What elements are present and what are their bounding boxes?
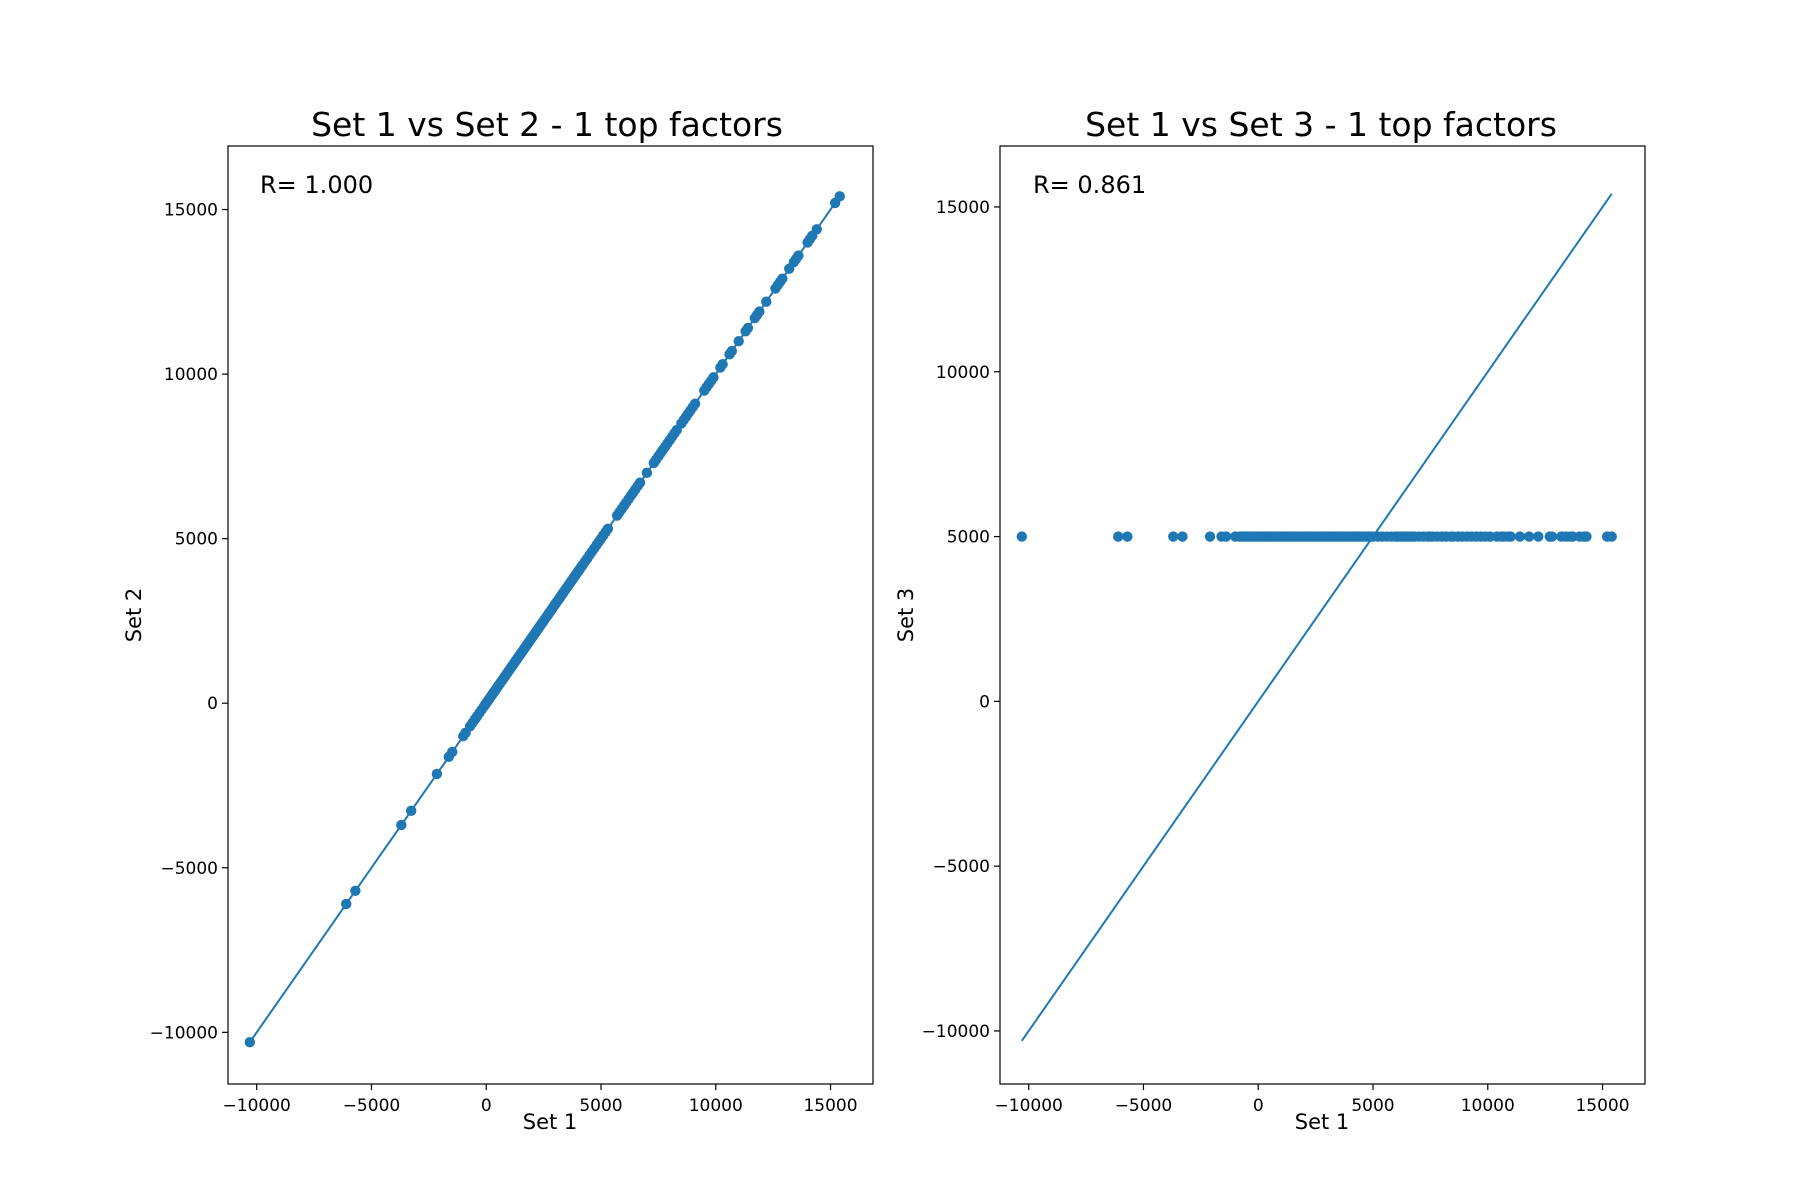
left-r-annotation: R= 1.000 bbox=[260, 171, 373, 199]
right-data-point bbox=[1606, 531, 1617, 542]
right-data-point bbox=[1546, 531, 1558, 542]
right-y-tick-label: 10000 bbox=[936, 363, 990, 383]
right-y-tick-label: 0 bbox=[979, 692, 990, 712]
right-data-point bbox=[1505, 531, 1516, 542]
right-data-point bbox=[1122, 531, 1133, 542]
right-x-tick-label: 5000 bbox=[1351, 1096, 1394, 1116]
right-data-point bbox=[1514, 531, 1526, 542]
left-y-tick-label: −5000 bbox=[160, 859, 218, 879]
left-plot-area bbox=[244, 191, 845, 1048]
left-x-tick-label: 10000 bbox=[689, 1096, 743, 1116]
right-chart-title: Set 1 vs Set 3 - 1 top factors bbox=[1085, 105, 1557, 144]
left-y-tick-label: 5000 bbox=[175, 530, 218, 550]
left-y-tick-label: −10000 bbox=[150, 1023, 218, 1043]
left-scatter-panel: Set 1 vs Set 2 - 1 top factors R= 1.000 … bbox=[122, 105, 874, 1134]
left-axis-ticks: −10000 −5000 0 5000 10000 15000 −10000 −5000 0 50… bbox=[150, 201, 858, 1116]
right-axes-frame bbox=[999, 145, 1646, 1085]
left-chart-title: Set 1 vs Set 2 - 1 top factors bbox=[311, 105, 783, 144]
left-data-point bbox=[717, 359, 728, 370]
left-data-point bbox=[350, 885, 361, 896]
right-data-point bbox=[1016, 531, 1028, 542]
left-data-point bbox=[602, 523, 614, 534]
left-y-tick-label: 15000 bbox=[164, 201, 218, 221]
right-y-tick-label: 5000 bbox=[947, 528, 990, 548]
right-y-axis-label: Set 3 bbox=[894, 588, 918, 643]
right-data-point bbox=[1523, 531, 1535, 542]
left-data-point bbox=[447, 746, 458, 758]
left-x-tick-label: 15000 bbox=[803, 1096, 857, 1116]
right-data-point bbox=[1533, 531, 1544, 542]
left-x-tick-label: −5000 bbox=[343, 1096, 401, 1116]
right-x-tick-label: 0 bbox=[1253, 1096, 1264, 1116]
left-data-point bbox=[777, 273, 788, 284]
right-r-annotation: R= 0.861 bbox=[1033, 171, 1146, 199]
right-data-point bbox=[1168, 531, 1179, 542]
left-data-point bbox=[754, 306, 765, 317]
left-data-point bbox=[733, 335, 744, 347]
right-x-tick-label: −10000 bbox=[995, 1096, 1063, 1116]
left-data-point bbox=[634, 477, 646, 488]
left-x-axis-label: Set 1 bbox=[523, 1110, 578, 1134]
left-data-point bbox=[834, 191, 845, 202]
left-x-tick-label: 5000 bbox=[579, 1096, 622, 1116]
right-data-point bbox=[1177, 531, 1188, 542]
left-data-point bbox=[431, 768, 443, 780]
left-x-tick-label: 0 bbox=[481, 1096, 492, 1116]
left-x-tick-label: −10000 bbox=[223, 1096, 291, 1116]
left-y-tick-label: 0 bbox=[207, 694, 218, 714]
left-data-point bbox=[742, 322, 754, 334]
left-data-point bbox=[761, 296, 772, 307]
right-scatter-panel: Set 1 vs Set 3 - 1 top factors R= 0.861 … bbox=[894, 105, 1646, 1134]
left-data-point bbox=[405, 805, 417, 817]
right-data-point bbox=[1113, 531, 1124, 542]
left-data-point bbox=[793, 250, 804, 261]
left-data-point bbox=[641, 467, 653, 479]
left-data-point bbox=[708, 372, 719, 383]
left-data-point bbox=[811, 224, 822, 235]
right-axis-ticks: −10000 −5000 0 5000 10000 15000 −10000 −5000 0 50… bbox=[922, 198, 1630, 1116]
right-x-tick-label: 10000 bbox=[1461, 1096, 1515, 1116]
right-x-tick-label: 15000 bbox=[1575, 1096, 1629, 1116]
left-data-point bbox=[689, 398, 701, 409]
right-y-tick-label: −5000 bbox=[932, 857, 990, 877]
right-y-tick-label: 15000 bbox=[936, 198, 990, 218]
right-plot-area bbox=[1016, 193, 1617, 1042]
right-data-point bbox=[1581, 531, 1592, 542]
right-fit-line bbox=[1020, 193, 1613, 1042]
left-axes-frame bbox=[227, 145, 874, 1085]
left-data-point bbox=[341, 898, 352, 910]
right-y-tick-label: −10000 bbox=[922, 1022, 990, 1042]
left-data-point bbox=[244, 1037, 256, 1048]
left-y-tick-label: 10000 bbox=[164, 365, 218, 385]
left-data-point bbox=[726, 345, 738, 357]
right-x-tick-label: −5000 bbox=[1115, 1096, 1173, 1116]
left-data-point bbox=[396, 819, 407, 831]
right-data-point bbox=[1204, 531, 1216, 542]
right-x-axis-label: Set 1 bbox=[1295, 1110, 1350, 1134]
right-data-point bbox=[1220, 531, 1232, 542]
left-y-axis-label: Set 2 bbox=[122, 588, 146, 643]
